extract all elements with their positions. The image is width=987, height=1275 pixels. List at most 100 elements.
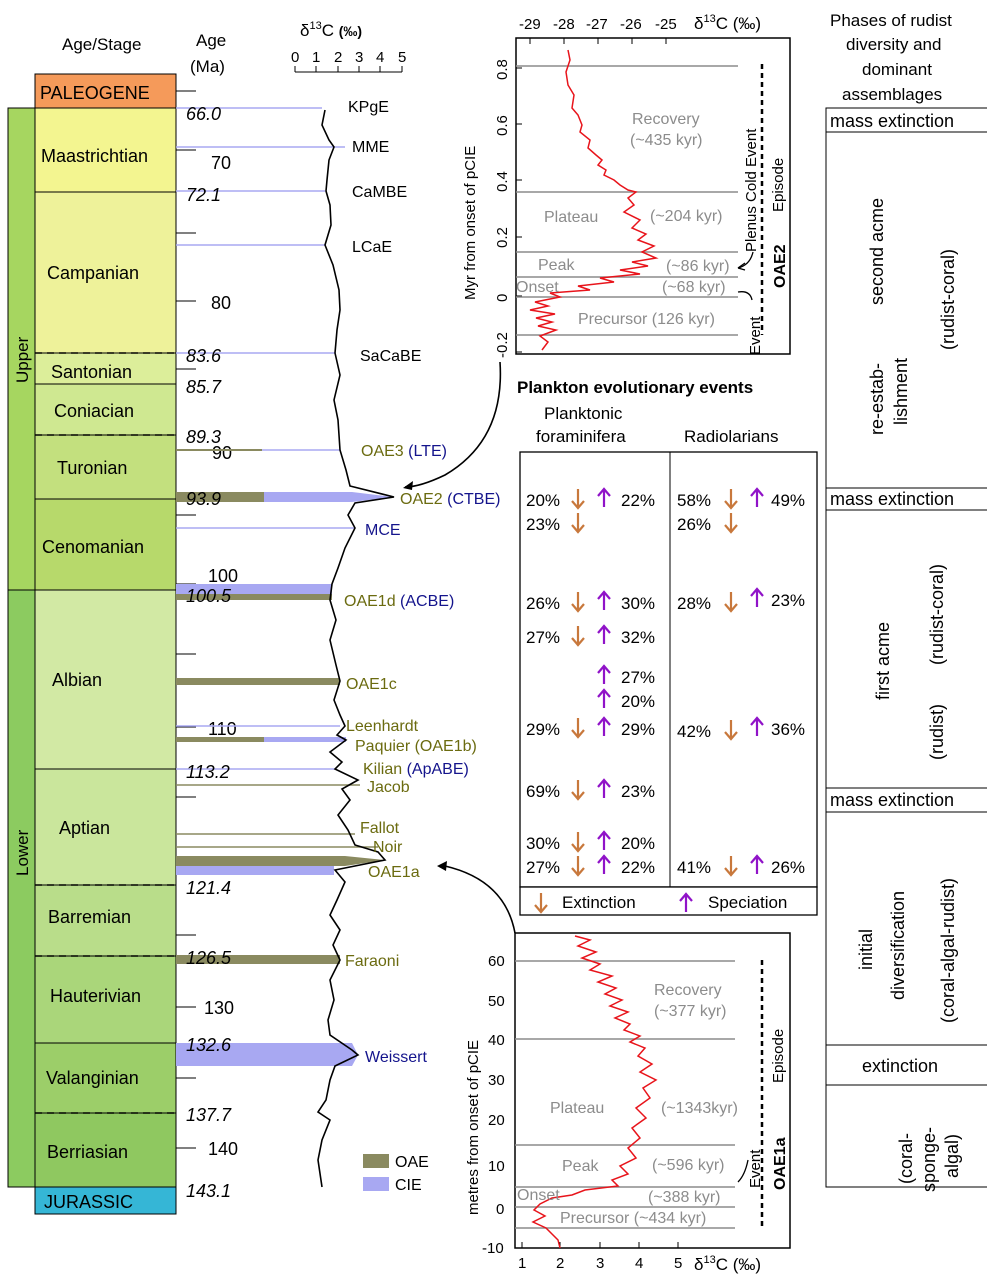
svg-text:(~86 kyr): (~86 kyr) (666, 258, 730, 275)
svg-text:sponge-: sponge- (919, 1127, 939, 1192)
age-tick-110: 110 (208, 719, 237, 739)
event-kpge: KPgE (348, 99, 389, 116)
age-label-85: 85.7 (186, 377, 222, 397)
stage-jurassic-label: JURASSIC (44, 1192, 133, 1212)
event-oae3: OAE3 (LTE) (361, 443, 447, 460)
oae2-d13c-curve (529, 49, 659, 351)
svg-text:10: 10 (488, 1158, 505, 1175)
cie-band-oae1d (176, 584, 332, 594)
oae-band-oae2 (176, 492, 264, 502)
d13c-tick-4: 4 (376, 49, 384, 66)
event-mme: MME (352, 139, 389, 156)
svg-text:(~68 kyr): (~68 kyr) (662, 279, 726, 296)
stage-valanginian-label: Valanginian (46, 1068, 139, 1088)
oae2-y-ticks: 0.8 0.6 0.4 0.2 0 -0.2 (494, 59, 511, 358)
phases-header-4: assemblages (842, 85, 942, 104)
d13c-tick-2: 2 (334, 49, 342, 66)
age-axis (176, 90, 196, 1149)
legend-cie-swatch (363, 1177, 389, 1191)
svg-text:20%: 20% (621, 692, 655, 711)
event-lcae: LCaE (352, 239, 392, 256)
svg-text:30: 30 (488, 1072, 505, 1089)
svg-text:diversification: diversification (888, 891, 908, 1000)
oae-band-oae1a (176, 856, 385, 866)
svg-text:(~1343kyr): (~1343kyr) (661, 1100, 738, 1117)
svg-text:32%: 32% (621, 628, 655, 647)
svg-text:0.6: 0.6 (494, 115, 511, 136)
cie-band-oae1a (176, 866, 334, 875)
svg-text:27%: 27% (526, 858, 560, 877)
age-label-83: 83.6 (186, 346, 222, 366)
d13c-tick-0: 0 (291, 49, 299, 66)
stage-barremian (34, 884, 177, 957)
legend: OAE CIE (363, 1154, 429, 1194)
event-fallot: Fallot (360, 820, 400, 837)
stage-coniacian (34, 383, 177, 436)
svg-text:first acme: first acme (873, 622, 893, 700)
oae2-x-ticks: -29 -28 -27 -26 -25 (519, 16, 677, 33)
svg-text:-28: -28 (553, 16, 575, 33)
d13c-left-header: δ13C (‰) (300, 20, 362, 40)
oae2-phase-lines (516, 65, 738, 336)
age-tick-80: 80 (211, 293, 231, 313)
svg-text:20%: 20% (621, 834, 655, 853)
legend-oae-label: OAE (395, 1154, 429, 1171)
oae2-phase-labels: Recovery (~435 kyr) Plateau (~204 kyr) P… (516, 111, 730, 328)
oae1a-oae: OAE1a (772, 1137, 789, 1190)
svg-text:4: 4 (635, 1255, 643, 1272)
svg-text:23%: 23% (526, 515, 560, 534)
age-tick-labels: 70 80 90 100 110 120 130 140 (203, 153, 238, 1159)
svg-text:26%: 26% (677, 515, 711, 534)
age-label-100: 100.5 (186, 586, 232, 606)
legend-oae-swatch (363, 1154, 389, 1168)
oae-band-oae1d (176, 594, 332, 600)
svg-text:algal): algal) (942, 1134, 962, 1178)
age-label-126: 126.5 (186, 948, 232, 968)
plankton-frame (519, 451, 818, 888)
svg-text:Onset: Onset (517, 1187, 560, 1204)
stage-paleogene-label: PALEOGENE (40, 83, 150, 103)
stage-campanian (34, 191, 177, 354)
d13c-tick-1: 1 (312, 49, 320, 66)
cie-band-weissert (176, 1043, 358, 1066)
event-faraoni: Faraoni (345, 953, 399, 970)
oae1a-frame (514, 932, 791, 1249)
svg-text:22%: 22% (621, 491, 655, 510)
svg-text:-27: -27 (586, 16, 608, 33)
speciation-arrows (597, 487, 764, 912)
svg-text:Peak: Peak (538, 257, 575, 274)
svg-text:27%: 27% (621, 668, 655, 687)
age-label-143: 143.1 (186, 1181, 231, 1201)
svg-text:(~596 kyr): (~596 kyr) (652, 1157, 724, 1174)
age-label-137: 137.7 (186, 1105, 232, 1125)
age-ma-header: Age (196, 31, 226, 50)
svg-text:23%: 23% (621, 782, 655, 801)
svg-text:20: 20 (488, 1112, 505, 1129)
age-tick-130: 130 (204, 998, 234, 1018)
cie-band-paquier (264, 737, 346, 742)
age-label-113: 113.2 (186, 762, 230, 782)
svg-text:Plateau: Plateau (550, 1100, 604, 1117)
svg-text:23%: 23% (771, 591, 805, 610)
oae2-event: Event (747, 316, 764, 355)
svg-text:-25: -25 (655, 16, 677, 33)
d13c-tick-3: 3 (355, 49, 363, 66)
svg-text:0: 0 (496, 1201, 504, 1218)
d13c-tick-5: 5 (398, 49, 406, 66)
epoch-upper-bar (7, 107, 36, 591)
svg-text:(~435 kyr): (~435 kyr) (630, 132, 702, 149)
svg-text:0.8: 0.8 (494, 59, 511, 80)
stage-berriasian-label: Berriasian (47, 1142, 128, 1162)
age-tick-70: 70 (211, 153, 231, 173)
extinction-arrows (534, 489, 738, 914)
oae1a-phase-lines (515, 960, 735, 1229)
plankton-col1-2: foraminifera (536, 427, 626, 446)
phases-header-1: Phases of rudist (830, 11, 952, 30)
oae2-oae: OAE2 (772, 244, 789, 288)
svg-text:20%: 20% (526, 491, 560, 510)
svg-text:1: 1 (518, 1255, 526, 1272)
event-paquier: Paquier (OAE1b) (355, 738, 477, 755)
event-leenhardt: Leenhardt (346, 718, 419, 735)
svg-text:-0.2: -0.2 (494, 332, 511, 358)
svg-text:(rudist): (rudist) (927, 704, 947, 760)
